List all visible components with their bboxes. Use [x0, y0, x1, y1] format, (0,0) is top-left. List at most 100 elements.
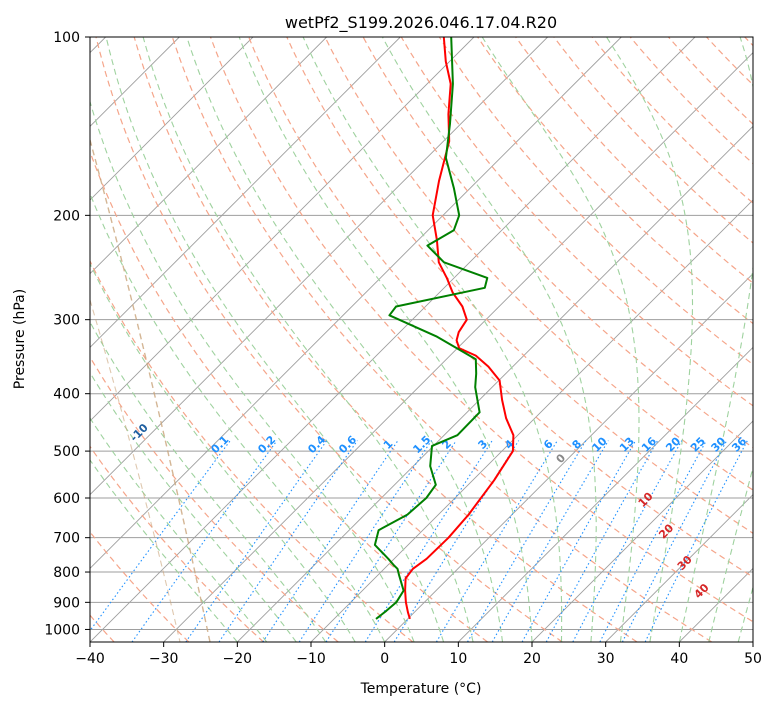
- moist-adiabat-line: [90, 192, 386, 642]
- moist-adiabat-line: [90, 320, 327, 642]
- isotherm-line: [531, 420, 753, 642]
- x-tick-label: −30: [149, 651, 179, 667]
- moist-adiabat-line: [302, 37, 563, 642]
- moist-adiabat-line: [90, 99, 415, 642]
- temperature-trace: [404, 37, 515, 620]
- moist-adiabat-label: 40: [692, 581, 712, 601]
- x-tick-label: 30: [597, 651, 615, 667]
- isotherm-line: [679, 567, 753, 642]
- mixing-ratio-line: [325, 440, 457, 642]
- mixing-ratio-line: [467, 440, 587, 642]
- mixing-ratio-line: [185, 440, 328, 642]
- mixing-ratio-label: 0.6: [336, 433, 359, 456]
- x-tick-label: 50: [744, 651, 762, 667]
- chart-title: wetPf2_S199.2026.046.17.04.R20: [285, 13, 557, 33]
- y-tick-label: 200: [53, 208, 80, 224]
- y-tick-label: 700: [53, 531, 80, 547]
- mixing-ratio-label: 0.2: [255, 433, 278, 456]
- y-tick-label: 400: [53, 387, 80, 403]
- isotherm-line: [90, 37, 548, 496]
- isotherm-line: [90, 37, 622, 569]
- profile-traces: [373, 37, 515, 620]
- mixing-ratio-label: 0.1: [208, 433, 231, 456]
- line-labels: 0.10.20.40.611.52346810131620253036-100-…: [128, 421, 750, 601]
- x-tick-label: 40: [670, 651, 688, 667]
- isotherm-line: [752, 641, 753, 642]
- x-tick-label: 20: [523, 651, 541, 667]
- dry-adiabat-line: [133, 37, 638, 642]
- moist-adiabat-line: [678, 37, 753, 642]
- mixing-ratio-line: [131, 440, 278, 642]
- y-tick-label: 900: [53, 595, 80, 611]
- dewpoint-trace: [373, 37, 489, 620]
- isotherm-line: [90, 37, 254, 201]
- dry-adiabat-line: [248, 37, 753, 578]
- mixing-ratio-line: [644, 440, 748, 642]
- mixing-ratio-line: [545, 440, 659, 642]
- moist-adiabat-line: [606, 37, 694, 642]
- y-tick-label: 600: [53, 491, 80, 507]
- dry-adiabat-line: [95, 37, 563, 642]
- dry-adiabat-line: [90, 445, 264, 642]
- isotherm-line: [90, 37, 696, 642]
- moist-adiabat-line: [90, 459, 238, 642]
- isotherm-line: [237, 125, 753, 642]
- dry-adiabat-line: [744, 37, 753, 47]
- dry-adiabat-line: [553, 37, 753, 244]
- y-axis: 100 200 300 400 500 600 700 800 900 1000: [44, 30, 90, 638]
- isotherm-line: [90, 37, 401, 348]
- isotherm-line: [605, 494, 753, 642]
- moist-adiabat-line: [186, 37, 504, 642]
- mixing-ratio-line: [262, 440, 399, 642]
- dry-adiabat-line: [591, 37, 753, 204]
- isotherm-line: [90, 37, 327, 275]
- mixing-ratio-line: [491, 440, 609, 642]
- x-axis-label: Temperature (°C): [360, 681, 482, 697]
- isotherm-line: [458, 346, 753, 642]
- mixing-ratio-line: [521, 440, 637, 642]
- dry-adiabat-label: -10: [128, 421, 151, 444]
- y-axis-label: Pressure (hPa): [12, 289, 28, 389]
- dry-adiabat-line: [706, 37, 753, 86]
- dry-adiabat-line: [515, 37, 753, 284]
- moist-adiabat-line: [381, 37, 597, 642]
- moist-adiabat-line: [90, 371, 297, 642]
- mixing-ratio-line: [572, 440, 683, 642]
- moist-adiabat-line: [708, 465, 753, 642]
- dry-adiabat-line: [286, 37, 753, 534]
- y-tick-label: 800: [53, 565, 80, 581]
- y-tick-label: 300: [53, 313, 80, 329]
- dry-adiabat-line: [90, 259, 414, 642]
- mixing-ratio-label: 13: [617, 435, 637, 455]
- moist-adiabat-line: [105, 37, 445, 642]
- background-lines: [90, 37, 753, 642]
- mixing-ratio-label: 0.4: [305, 433, 328, 456]
- mixing-ratio-line: [90, 440, 231, 632]
- dry-adiabat-line: [209, 37, 753, 623]
- moist-adiabat-line: [90, 417, 268, 642]
- dry-adiabat-line: [90, 355, 339, 642]
- mixing-ratio-label: 25: [688, 435, 708, 455]
- dry-adiabat-line: [90, 150, 488, 642]
- mixing-ratio-label: 1.5: [410, 433, 433, 456]
- x-tick-label: −20: [223, 651, 253, 667]
- dry-adiabat-line: [324, 37, 753, 491]
- y-tick-label: 100: [53, 30, 80, 46]
- mixing-ratio-label: 3: [476, 437, 491, 452]
- mixing-ratio-line: [298, 440, 432, 642]
- moist-adiabat-line: [142, 37, 474, 642]
- moist-adiabat-label: 10: [636, 490, 656, 510]
- dry-adiabat-line: [667, 37, 753, 125]
- isotherm-line: [384, 273, 753, 642]
- y-tick-label: 500: [53, 444, 80, 460]
- mixing-ratio-line: [364, 440, 493, 642]
- decor-arc: [90, 299, 181, 642]
- mixing-ratio-line: [435, 440, 558, 642]
- x-tick-label: −10: [296, 651, 326, 667]
- decor-arc: [90, 139, 211, 642]
- x-tick-label: 0: [380, 651, 389, 667]
- mixing-ratio-label: 8: [570, 437, 585, 452]
- dry-adiabat-line: [90, 531, 190, 642]
- dry-adiabat-line: [171, 37, 713, 642]
